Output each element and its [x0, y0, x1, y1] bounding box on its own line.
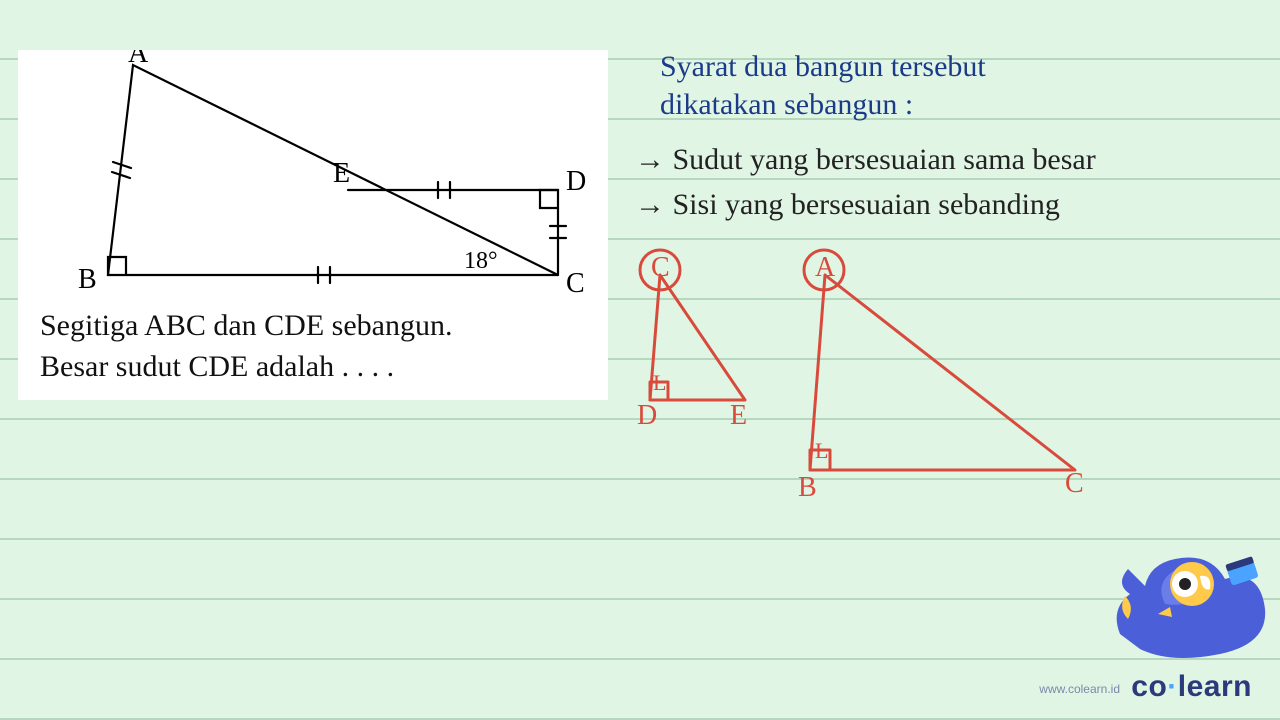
label-A: A	[128, 50, 149, 69]
logo-left: co	[1131, 670, 1167, 703]
sketch-label-B: B	[798, 472, 817, 504]
label-D: D	[566, 166, 586, 197]
label-E: E	[333, 158, 350, 189]
label-B: B	[78, 264, 97, 295]
statement-line2: Besar sudut CDE adalah . . . .	[40, 350, 394, 383]
sketch-label-C-big: C	[1065, 468, 1084, 500]
notes-heading-line1: Syarat dua bangun tersebut	[660, 50, 986, 83]
label-C: C	[566, 268, 585, 299]
right-angle-mark-large: L	[815, 438, 828, 464]
notes-heading: Syarat dua bangun tersebut dikatakan seb…	[660, 48, 986, 123]
brand-url: www.colearn.id	[1039, 682, 1120, 696]
logo-right: learn	[1178, 670, 1252, 703]
sketch-label-E: E	[730, 400, 747, 432]
notes-bullet-1: → Sudut yang bersesuaian sama besar	[635, 140, 1096, 181]
mascot-bird-icon	[1100, 514, 1270, 684]
problem-figure: A B C D E 18°	[18, 50, 608, 300]
notes-heading-line2: dikatakan sebangun :	[660, 88, 913, 121]
sketch-label-A-top: A	[815, 252, 835, 284]
angle-label: 18°	[464, 248, 498, 274]
brand-logo: co·learn	[1131, 670, 1252, 704]
problem-statement: Segitiga ABC dan CDE sebangun. Besar sud…	[18, 300, 608, 387]
problem-card: A B C D E 18° Segitiga ABC dan CDE seban…	[18, 50, 608, 400]
statement-line1: Segitiga ABC dan CDE sebangun.	[40, 309, 452, 342]
sketch-label-C-top: C	[651, 252, 670, 284]
sketch-label-D: D	[637, 400, 657, 432]
logo-dot: ·	[1167, 670, 1178, 703]
right-angle-mark-small: L	[653, 370, 666, 396]
notes-bullet-2: → Sisi yang bersesuaian sebanding	[635, 185, 1060, 226]
